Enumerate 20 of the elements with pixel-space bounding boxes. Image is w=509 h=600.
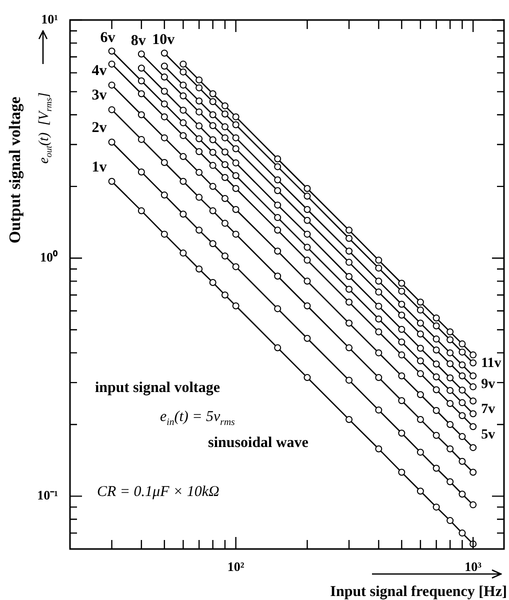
annotation: 2v — [92, 120, 108, 136]
x-tick-label: 10³ — [464, 559, 482, 574]
annotation: 5v — [481, 428, 496, 443]
annotation: 9v — [481, 376, 496, 392]
y-tick-label: 10⁰ — [40, 249, 58, 264]
x-tick-label: 10² — [227, 559, 244, 574]
x-axis-title: Input signal frequency [Hz] — [330, 584, 508, 600]
y-tick-label: 10¹ — [41, 11, 58, 26]
annotation: 4v — [92, 63, 108, 80]
annotation: 3v — [92, 88, 108, 104]
annotation: 1v — [92, 159, 108, 176]
annotation: input signal voltage — [95, 380, 220, 396]
annotation: 8v — [130, 32, 146, 49]
annotation: 7v — [481, 402, 496, 418]
annotation: 6v — [100, 30, 116, 46]
annotation: 11v — [481, 356, 502, 371]
y-tick-label: 10⁻¹ — [37, 488, 58, 503]
annotation: 10v — [152, 32, 176, 48]
annotation: CR = 0.1μF × 10kΩ — [97, 484, 220, 500]
annotation: sinusoidal wave — [208, 435, 309, 451]
